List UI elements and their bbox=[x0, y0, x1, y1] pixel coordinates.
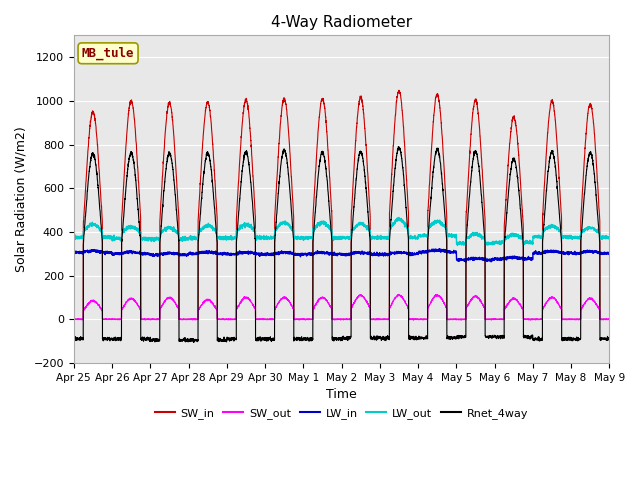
Rnet_4way bbox=[421, 335, 429, 341]
Line: Rnet_4way: Rnet_4way bbox=[74, 147, 609, 342]
Rnet_4way bbox=[353, 167, 361, 173]
LW_out bbox=[502, 236, 509, 241]
LW_out bbox=[143, 236, 151, 242]
SW_out bbox=[421, 316, 429, 322]
Text: MB_tule: MB_tule bbox=[82, 47, 134, 60]
SW_out bbox=[605, 317, 613, 323]
Rnet_4way bbox=[599, 335, 607, 341]
LW_out bbox=[599, 233, 607, 239]
Rnet_4way bbox=[394, 144, 402, 150]
SW_out bbox=[353, 296, 361, 301]
Rnet_4way bbox=[409, 334, 417, 339]
SW_in bbox=[409, 316, 417, 322]
SW_in bbox=[353, 123, 360, 129]
SW_out bbox=[70, 316, 77, 322]
X-axis label: Time: Time bbox=[326, 388, 357, 401]
SW_in bbox=[70, 316, 77, 322]
SW_out bbox=[409, 317, 417, 323]
Line: SW_in: SW_in bbox=[74, 90, 609, 319]
LW_in bbox=[599, 251, 607, 256]
SW_in bbox=[143, 316, 151, 322]
Rnet_4way bbox=[70, 336, 77, 341]
LW_in bbox=[143, 251, 151, 257]
LW_in bbox=[408, 250, 416, 256]
LW_in bbox=[462, 259, 470, 265]
LW_in bbox=[436, 246, 444, 252]
LW_in bbox=[353, 250, 360, 256]
Rnet_4way bbox=[502, 223, 509, 228]
SW_in bbox=[395, 87, 403, 93]
LW_in bbox=[70, 250, 77, 256]
Line: LW_out: LW_out bbox=[74, 217, 609, 246]
Y-axis label: Solar Radiation (W/m2): Solar Radiation (W/m2) bbox=[15, 126, 28, 272]
Rnet_4way bbox=[605, 335, 613, 340]
LW_out bbox=[70, 235, 77, 241]
SW_out bbox=[394, 291, 402, 297]
Line: SW_out: SW_out bbox=[74, 294, 609, 320]
SW_in bbox=[599, 316, 607, 322]
SW_out bbox=[599, 316, 607, 322]
LW_out bbox=[454, 243, 461, 249]
LW_out bbox=[395, 215, 403, 220]
LW_out bbox=[353, 223, 360, 229]
LW_out bbox=[605, 235, 613, 240]
LW_out bbox=[409, 236, 417, 241]
SW_out bbox=[143, 316, 151, 322]
SW_in bbox=[502, 200, 509, 205]
Line: LW_in: LW_in bbox=[74, 249, 609, 262]
SW_in bbox=[605, 316, 613, 322]
LW_in bbox=[502, 256, 509, 262]
Title: 4-Way Radiometer: 4-Way Radiometer bbox=[271, 15, 412, 30]
LW_out bbox=[421, 232, 429, 238]
SW_out bbox=[331, 317, 339, 323]
LW_in bbox=[605, 251, 613, 257]
Rnet_4way bbox=[143, 335, 151, 341]
LW_in bbox=[421, 250, 429, 255]
Rnet_4way bbox=[190, 339, 198, 345]
SW_in bbox=[421, 316, 429, 322]
Legend: SW_in, SW_out, LW_in, LW_out, Rnet_4way: SW_in, SW_out, LW_in, LW_out, Rnet_4way bbox=[150, 403, 532, 423]
SW_out bbox=[502, 304, 509, 310]
